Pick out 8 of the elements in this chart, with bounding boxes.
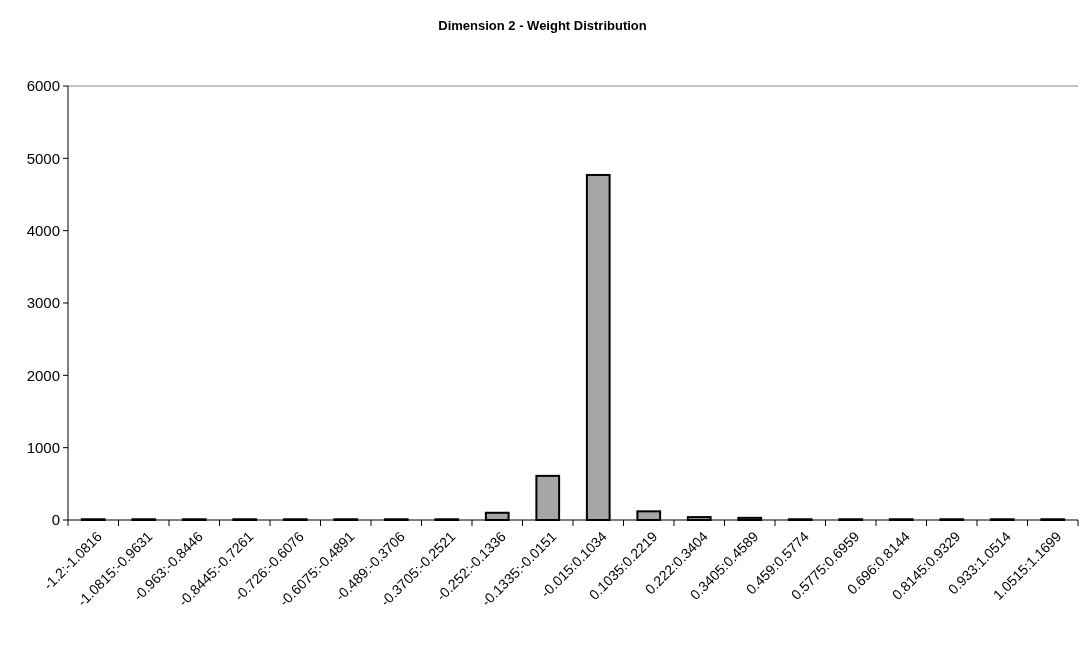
y-tick-label: 4000 bbox=[26, 221, 60, 239]
y-tick-label: 6000 bbox=[26, 77, 60, 95]
y-tick-label: 0 bbox=[51, 511, 60, 529]
y-tick-label: 2000 bbox=[26, 366, 60, 384]
y-tick-label: 5000 bbox=[26, 149, 60, 167]
y-tick-label: 1000 bbox=[26, 438, 60, 456]
y-tick-label: 3000 bbox=[26, 294, 60, 312]
chart-title: Dimension 2 - Weight Distribution bbox=[438, 18, 647, 33]
